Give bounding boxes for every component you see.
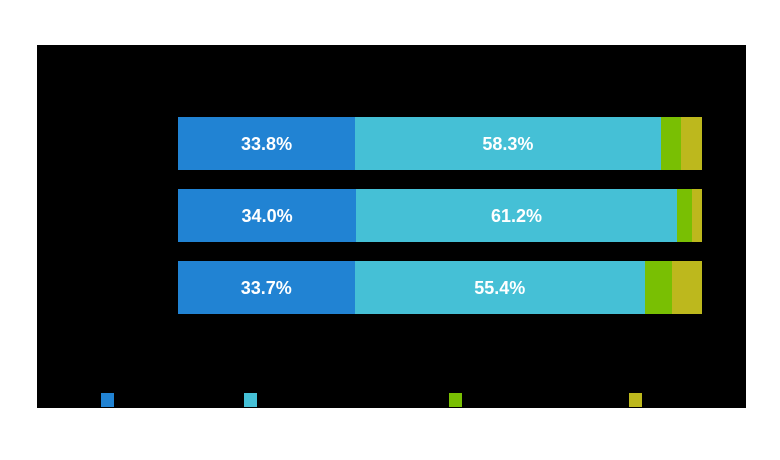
bar-segment-series-2: 58.3% [355, 117, 661, 170]
legend-swatch-2 [244, 393, 257, 407]
bar-value-label: 61.2% [490, 205, 543, 226]
bar-value-label: 33.7% [240, 277, 292, 298]
chart-panel: 33.8% 58.3% 34.0% 61.2% 33.7% 55.4% [37, 45, 746, 408]
legend-swatch-1 [101, 393, 114, 407]
bar-segment-series-4 [692, 189, 702, 242]
bar-segment-series-2: 61.2% [356, 189, 677, 242]
bar-segment-series-4 [671, 261, 702, 314]
bar-row: 33.8% 58.3% [178, 117, 702, 170]
bar-segment-series-3 [676, 189, 693, 242]
bar-segment-series-4 [681, 117, 702, 170]
bar-row: 34.0% 61.2% [178, 189, 702, 242]
bar-segment-series-1: 33.7% [178, 261, 355, 314]
bar-value-label: 33.8% [241, 133, 293, 154]
legend-swatch-3 [449, 393, 462, 407]
bar-value-label: 58.3% [482, 133, 534, 154]
bar-segment-series-2: 55.4% [354, 261, 645, 314]
bar-row: 33.7% 55.4% [178, 261, 702, 314]
bar-segment-series-3 [644, 261, 672, 314]
bar-segment-series-1: 34.0% [178, 189, 357, 242]
bar-value-label: 34.0% [241, 205, 293, 226]
legend-swatch-4 [629, 393, 642, 407]
bar-segment-series-1: 33.8% [178, 117, 356, 170]
bar-segment-series-3 [660, 117, 682, 170]
bar-value-label: 55.4% [474, 277, 526, 298]
